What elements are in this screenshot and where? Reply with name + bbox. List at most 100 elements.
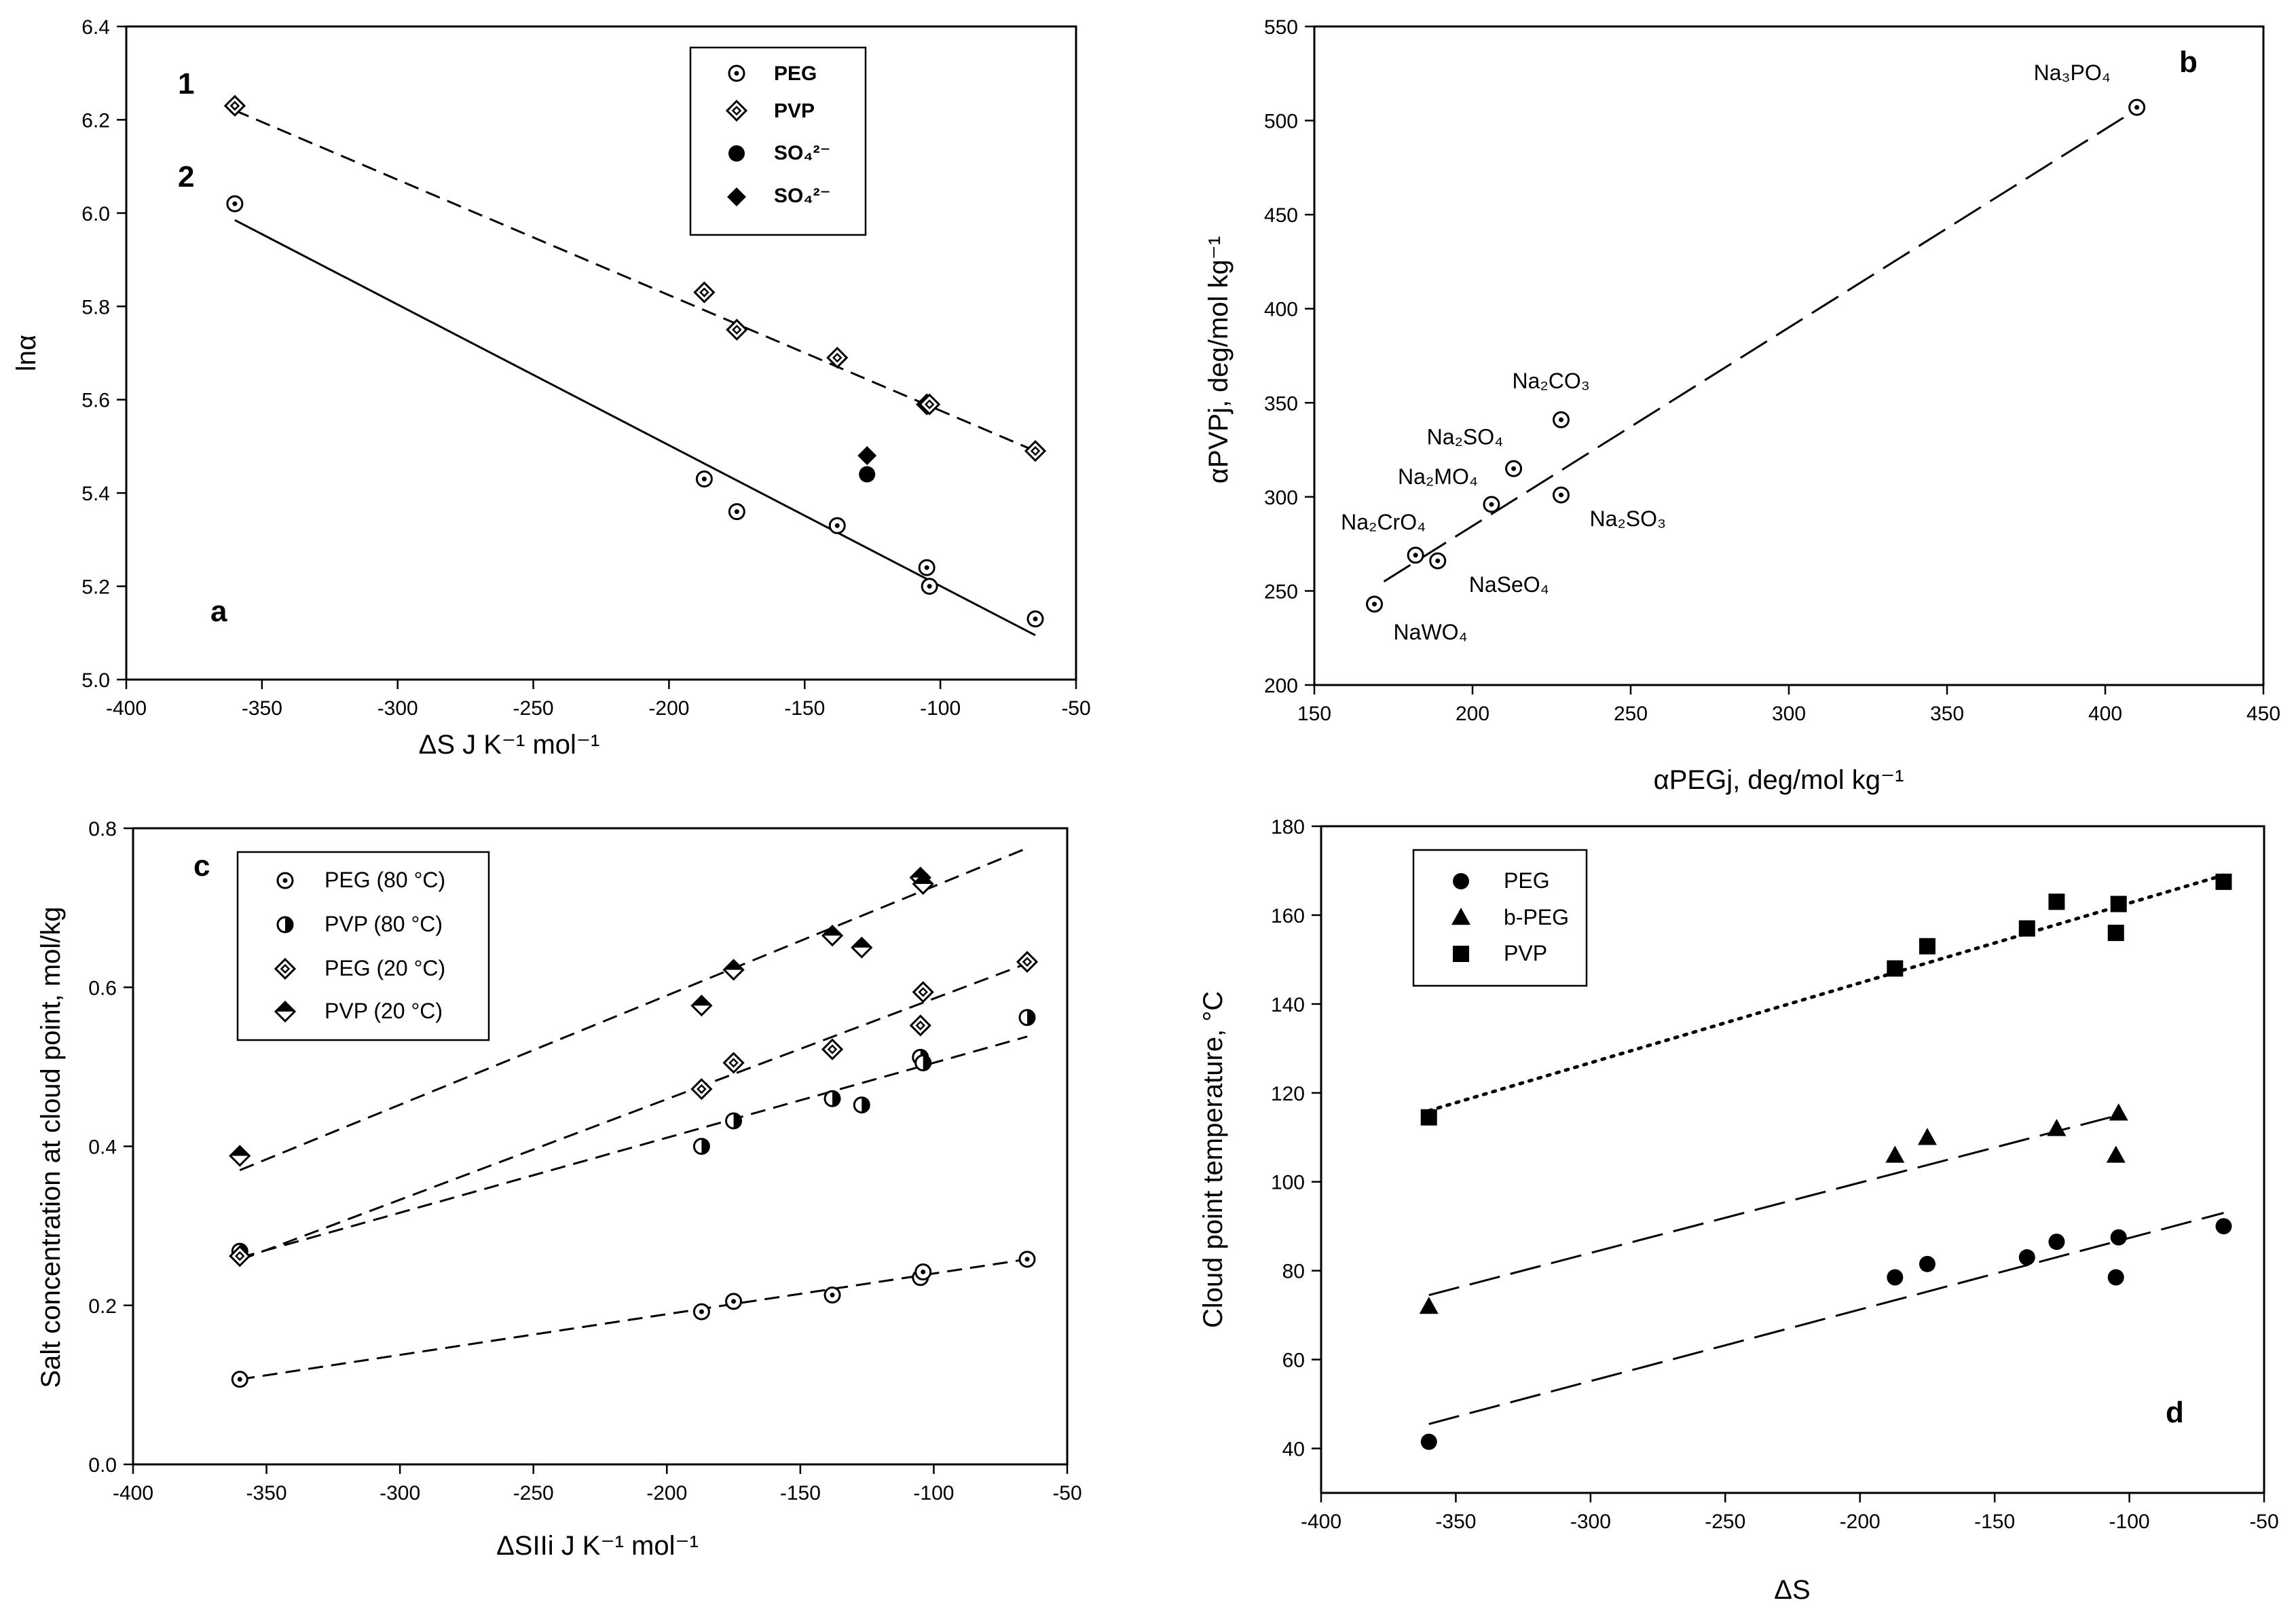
legend-label-pvp-20: PVP (20 °C) (325, 999, 443, 1023)
point-a-1-3-inner (832, 352, 843, 363)
x-tick-label-d-1: -350 (1435, 1511, 1476, 1533)
y-tick-label-a-5: 6.0 (81, 203, 110, 225)
point-d-1-2-shape (1917, 1128, 1937, 1145)
point-a-0-6 (1026, 610, 1044, 628)
point-a-1-6-inner (1030, 446, 1041, 456)
legend-label-so4-diamond: SO₄²⁻ (774, 185, 830, 207)
point-d-0-4 (2048, 1234, 2065, 1251)
point-d-0-6-shape (2110, 1229, 2127, 1246)
point-b-0-0-dot (2134, 105, 2140, 110)
y-tick-label-d-5: 140 (1271, 994, 1305, 1016)
point-c-0-1 (692, 1303, 710, 1320)
point-a-1-2 (726, 318, 748, 341)
point-c-1-4 (853, 1096, 870, 1114)
point-b-0-4 (1483, 496, 1500, 513)
panel-a-legend: PEG PVP SO₄²⁻ SO₄²⁻ (689, 46, 867, 236)
point-b-0-7 (1366, 595, 1384, 613)
salt-label-5: Na₂CrO₄ (1341, 510, 1426, 534)
point-c-0-2-dot (731, 1299, 737, 1304)
point-a-2-0-shape (859, 466, 876, 483)
panel-d-frame (1320, 825, 2265, 1494)
point-c-2-1-inner (697, 1084, 707, 1094)
panel-b-label: b (2179, 45, 2198, 79)
y-tick-label-b-7: 550 (1264, 16, 1298, 39)
point-c-2-6 (1016, 950, 1039, 973)
x-tick-label-c-1: -350 (246, 1482, 287, 1504)
x-tick-label-c-3: -250 (513, 1482, 554, 1504)
y-tick-label-d-4: 120 (1271, 1083, 1305, 1105)
x-tick-label-b-6: 450 (2246, 703, 2280, 725)
legend-marker-a-1-inner (731, 105, 742, 116)
point-b-0-1 (1552, 411, 1570, 428)
point-d-2-3 (2018, 920, 2035, 937)
point-c-1-1-half (701, 1139, 709, 1154)
point-c-3-3 (821, 924, 844, 947)
point-a-1-5-inner (924, 399, 935, 409)
point-a-1-1 (693, 281, 716, 303)
y-tick-label-a-2: 5.4 (81, 483, 110, 505)
x-tick-label-d-7: -50 (2249, 1511, 2278, 1533)
y-tick-label-b-2: 300 (1264, 487, 1298, 509)
line-2-label: 2 (178, 160, 194, 193)
panel-a-legend-box (689, 46, 867, 236)
point-d-0-7 (2215, 1218, 2232, 1235)
point-b-0-1-dot (1558, 417, 1563, 422)
point-d-0-2-shape (1919, 1255, 1936, 1272)
fit-line-c-2 (239, 962, 1028, 1261)
point-c-3-1 (690, 995, 713, 1017)
y-tick-label-d-2: 80 (1282, 1261, 1305, 1283)
panel-a-ylabel: lnα (12, 335, 41, 371)
point-d-1-2 (1917, 1128, 1937, 1145)
point-c-2-6-inner (1022, 957, 1033, 967)
point-d-0-4-shape (2048, 1234, 2065, 1251)
point-d-1-5 (2109, 1103, 2128, 1121)
panel-c-xlabel: ΔSIIi J K⁻¹ mol⁻¹ (496, 1531, 699, 1561)
salt-label-1: Na₂CO₃ (1512, 369, 1589, 393)
x-tick-label-b-4: 350 (1930, 703, 1964, 725)
y-tick-label-a-0: 5.0 (81, 669, 110, 692)
point-d-2-5-shape (2107, 925, 2124, 942)
legend-marker-d-0-shape (1453, 873, 1469, 889)
panel-c-ylabel: Salt concentration at cloud point, mol/k… (36, 906, 66, 1388)
y-tick-label-d-0: 40 (1282, 1439, 1305, 1461)
panel-a-frame (125, 25, 1077, 681)
y-tick-label-b-6: 500 (1264, 111, 1298, 133)
x-tick-label-c-7: -50 (1052, 1482, 1081, 1504)
x-tick-label-b-3: 300 (1772, 703, 1806, 725)
point-c-3-1-half (692, 996, 711, 1006)
point-d-0-0 (1420, 1433, 1437, 1450)
point-d-2-7-shape (2215, 873, 2232, 890)
y-tick-label-d-7: 180 (1271, 816, 1305, 838)
legend-label-pvp-80: PVP (80 °C) (325, 912, 443, 936)
legend-label-peg-d: PEG (1504, 868, 1550, 893)
panel-d: Cloud point temperature, °C ΔS d PEG b-P… (1198, 825, 2265, 1605)
point-d-1-0-shape (1419, 1297, 1439, 1314)
y-tick-label-a-6: 6.2 (81, 109, 110, 132)
x-tick-label-a-2: -300 (377, 697, 418, 720)
legend-marker-c-3-half (276, 1002, 295, 1012)
point-b-0-4-dot (1489, 502, 1494, 507)
point-c-0-5 (914, 1263, 932, 1281)
point-a-3-0 (857, 446, 877, 466)
fit-line-b-0 (1383, 108, 2138, 582)
panel-b-xlabel: αPEGj, deg/mol kg⁻¹ (1654, 765, 1904, 795)
point-b-0-3-dot (1558, 492, 1563, 498)
line-1-label: 1 (178, 67, 194, 100)
point-a-2-0 (859, 466, 876, 483)
salt-label-2: Na₂SO₄ (1427, 424, 1504, 449)
y-tick-label-a-1: 5.2 (81, 576, 110, 599)
point-c-0-2 (725, 1293, 743, 1310)
point-a-0-4 (918, 559, 936, 576)
x-tick-label-a-4: -200 (648, 697, 689, 720)
point-a-1-0 (223, 94, 246, 117)
plot-b: 150 200 250 300 350 400 450 200 250 300 350 400 450 5… (1264, 16, 2280, 725)
x-tick-label-d-3: -250 (1705, 1511, 1745, 1533)
point-d-2-6-shape (2110, 895, 2127, 912)
point-b-0-6-dot (1435, 558, 1441, 563)
y-tick-label-b-4: 400 (1264, 299, 1298, 321)
y-tick-label-b-0: 200 (1264, 675, 1298, 697)
point-c-1-3 (823, 1090, 841, 1107)
point-d-1-5-shape (2109, 1103, 2128, 1121)
y-tick-label-b-1: 250 (1264, 580, 1298, 603)
